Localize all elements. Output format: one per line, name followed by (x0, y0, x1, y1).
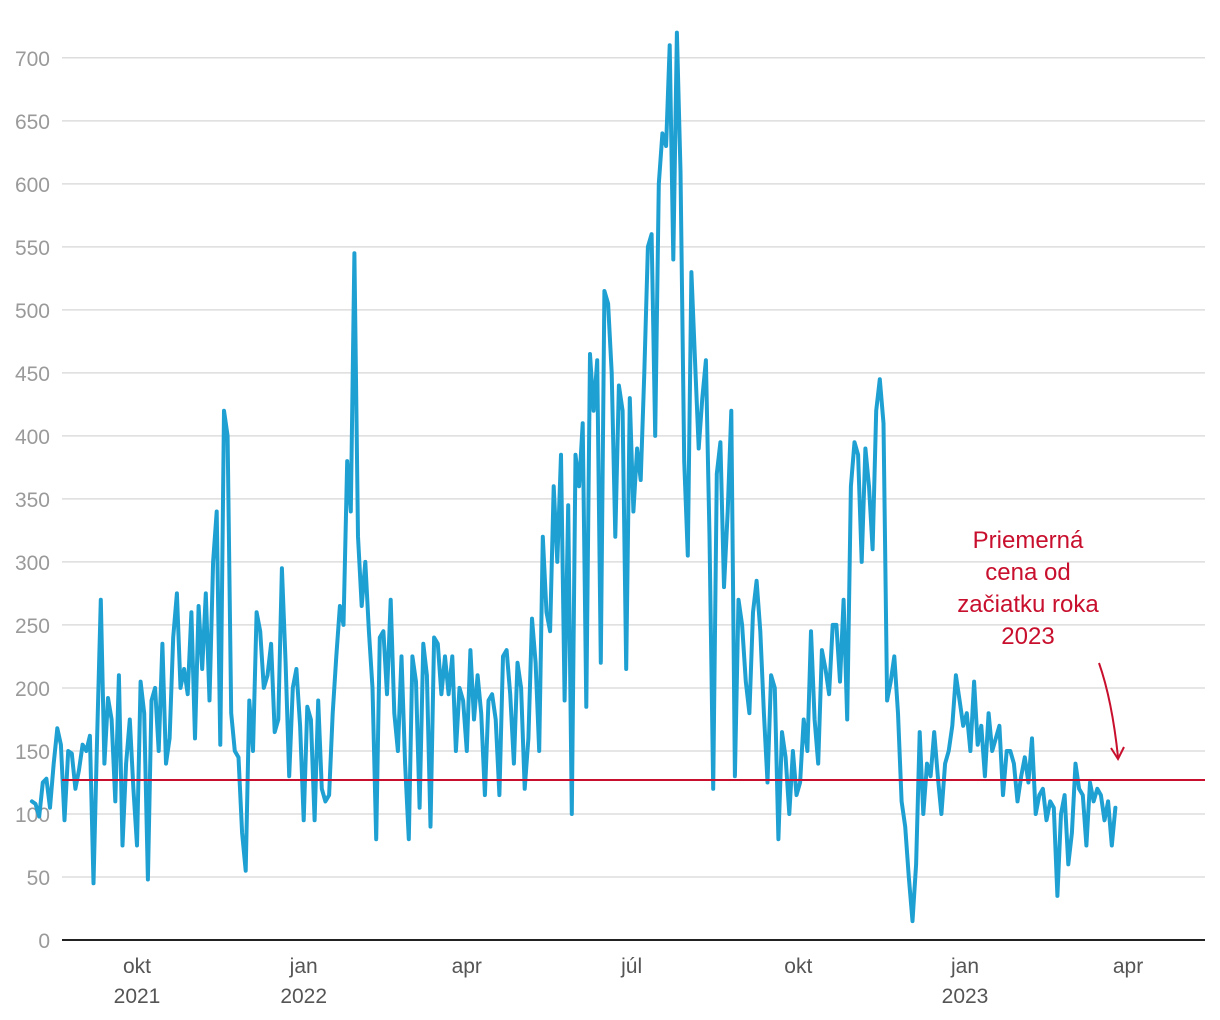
average-price-annotation: Priemerná cena od začiatku roka 2023 (957, 527, 1099, 650)
x-tick-label: apr (1113, 955, 1143, 978)
y-tick-label: 250 (15, 615, 50, 638)
price-series-line (29, 30, 1118, 924)
x-tick-label: okt (123, 955, 151, 978)
annotation-text-line: cena od (985, 559, 1070, 586)
y-tick-label: 150 (15, 741, 50, 764)
y-tick-label: 550 (15, 237, 50, 260)
y-tick-label: 700 (15, 48, 50, 71)
x-tick-label: okt (784, 955, 812, 978)
x-tick-label: jan (289, 955, 318, 978)
y-tick-label: 350 (15, 489, 50, 512)
y-tick-label: 500 (15, 300, 50, 323)
x-tick-label: apr (452, 955, 482, 978)
y-tick-label: 600 (15, 174, 50, 197)
y-tick-label: 650 (15, 111, 50, 134)
annotation-arrowhead (1110, 746, 1125, 762)
x-axis-ticks: okt 2021 jan 2022 apr júl okt jan 2023 apr (114, 955, 1144, 1008)
y-tick-label: 50 (27, 867, 50, 890)
y-tick-label: 400 (15, 426, 50, 449)
y-axis-ticks: 0 50 100 150 200 250 300 350 400 450 500 550 600 650 7… (15, 48, 50, 953)
y-tick-label: 200 (15, 678, 50, 701)
annotation-text-line: 2023 (1001, 623, 1054, 650)
y-tick-label: 100 (15, 804, 50, 827)
grid-lines (62, 57, 1205, 878)
annotation-text-line: Priemerná (973, 527, 1084, 554)
x-tick-label: jan (950, 955, 979, 978)
y-tick-label: 450 (15, 363, 50, 386)
annotation-text-line: začiatku roka (957, 591, 1099, 618)
y-tick-label: 300 (15, 552, 50, 575)
y-tick-label: 0 (38, 930, 50, 953)
x-tick-year-label: 2023 (942, 985, 989, 1008)
x-tick-year-label: 2022 (280, 985, 327, 1008)
x-tick-label: júl (620, 955, 642, 978)
annotation-arrow (1098, 662, 1119, 758)
x-tick-year-label: 2021 (114, 985, 161, 1008)
